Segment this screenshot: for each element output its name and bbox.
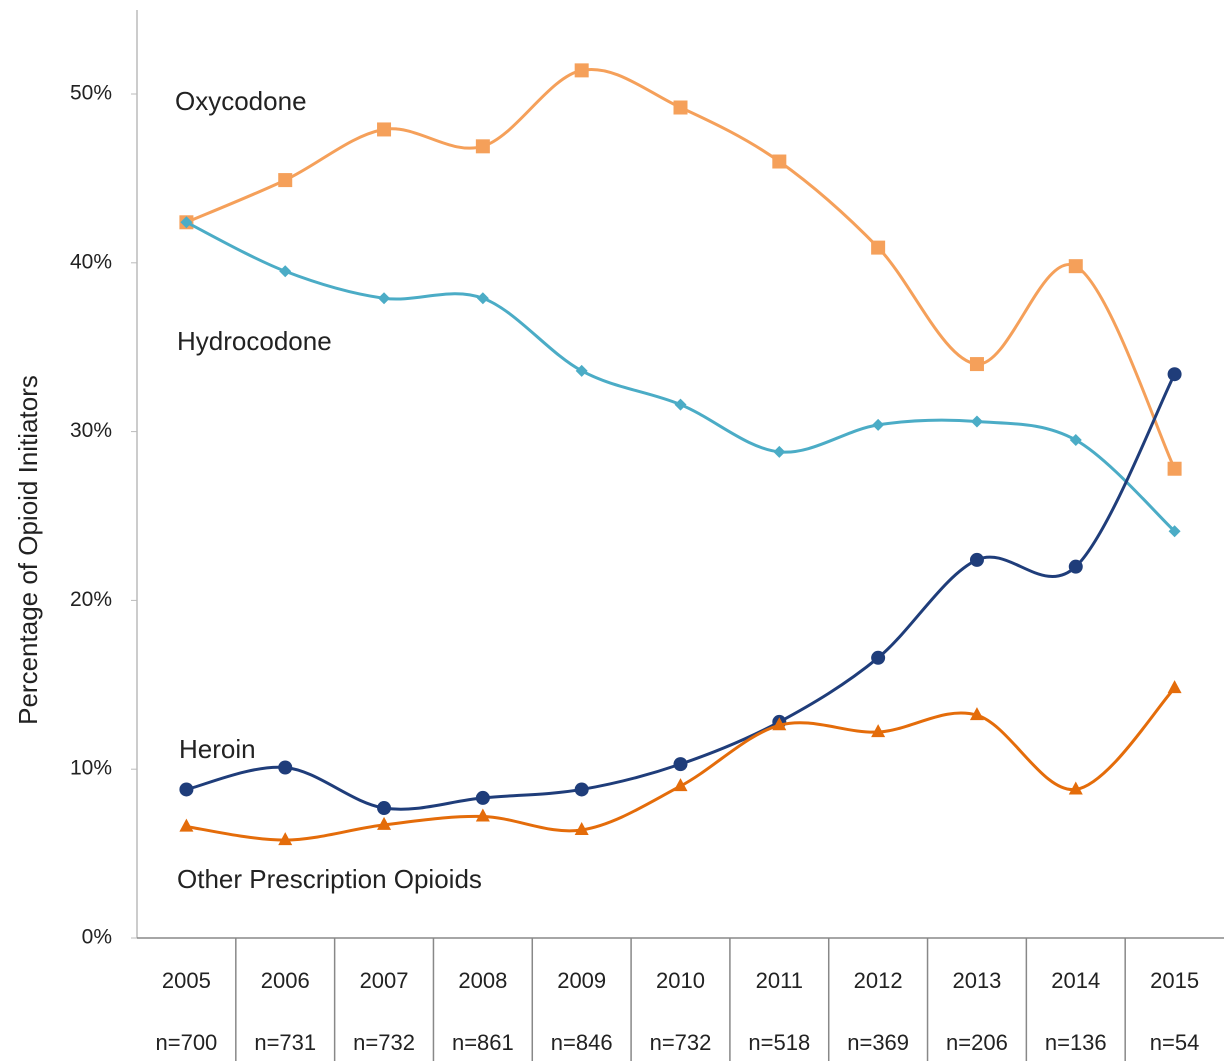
marker bbox=[674, 398, 687, 411]
sample-size: n=54 bbox=[1150, 1030, 1200, 1055]
marker bbox=[279, 265, 292, 278]
x-tick-label: 2010 bbox=[656, 968, 705, 993]
y-tick-label: 10% bbox=[70, 757, 112, 780]
marker bbox=[673, 778, 688, 792]
marker bbox=[1068, 259, 1083, 274]
series-label: Hydrocodone bbox=[177, 326, 332, 356]
marker bbox=[1167, 461, 1182, 476]
x-tick-label: 2015 bbox=[1150, 968, 1199, 993]
x-tick-label: 2011 bbox=[756, 968, 803, 993]
series-label: Other Prescription Opioids bbox=[177, 864, 482, 894]
marker bbox=[673, 757, 688, 772]
marker bbox=[475, 139, 490, 154]
x-tick-label: 2009 bbox=[557, 968, 606, 993]
y-tick-label: 0% bbox=[82, 926, 112, 949]
marker bbox=[574, 821, 589, 835]
marker bbox=[969, 357, 984, 372]
x-tick-label: 2006 bbox=[261, 968, 310, 993]
sample-size: n=369 bbox=[847, 1030, 909, 1055]
x-tick-label: 2007 bbox=[360, 968, 409, 993]
marker bbox=[871, 724, 886, 738]
sample-size: n=732 bbox=[353, 1030, 415, 1055]
marker bbox=[278, 760, 293, 775]
marker bbox=[179, 818, 194, 832]
marker bbox=[377, 801, 392, 816]
marker bbox=[377, 816, 392, 830]
marker bbox=[1068, 559, 1083, 574]
x-tick-label: 2012 bbox=[854, 968, 903, 993]
sample-size: n=136 bbox=[1045, 1030, 1107, 1055]
sample-size: n=861 bbox=[452, 1030, 514, 1055]
marker bbox=[1168, 525, 1181, 538]
marker bbox=[1069, 434, 1082, 447]
sample-size: n=206 bbox=[946, 1030, 1008, 1055]
marker bbox=[773, 445, 786, 458]
series-line bbox=[185, 67, 1176, 470]
marker bbox=[969, 552, 984, 567]
x-tick-label: 2013 bbox=[952, 968, 1001, 993]
y-tick-label: 40% bbox=[70, 250, 112, 273]
series-line bbox=[186, 373, 1176, 811]
x-tick-label: 2008 bbox=[458, 968, 507, 993]
marker bbox=[278, 173, 293, 188]
marker bbox=[1167, 367, 1182, 382]
marker bbox=[969, 707, 984, 721]
marker bbox=[180, 216, 193, 229]
marker bbox=[179, 782, 194, 797]
y-tick-label: 30% bbox=[70, 419, 112, 442]
marker bbox=[772, 154, 787, 169]
marker bbox=[574, 782, 589, 797]
marker bbox=[574, 63, 589, 78]
sample-size: n=518 bbox=[748, 1030, 810, 1055]
series-line bbox=[185, 220, 1176, 533]
sample-size: n=732 bbox=[650, 1030, 712, 1055]
series-label: Heroin bbox=[179, 734, 256, 764]
marker bbox=[772, 717, 787, 731]
marker bbox=[1068, 781, 1083, 795]
marker bbox=[1167, 680, 1182, 694]
marker bbox=[871, 240, 886, 255]
marker bbox=[970, 415, 983, 428]
series-line bbox=[186, 687, 1176, 842]
marker bbox=[871, 650, 886, 665]
marker bbox=[673, 100, 688, 115]
x-tick-label: 2014 bbox=[1051, 968, 1100, 993]
marker bbox=[475, 790, 490, 805]
sample-size: n=846 bbox=[551, 1030, 613, 1055]
sample-size: n=700 bbox=[156, 1030, 218, 1055]
marker bbox=[575, 364, 588, 377]
marker bbox=[378, 292, 391, 305]
marker bbox=[278, 832, 293, 846]
marker bbox=[377, 122, 392, 137]
marker bbox=[872, 418, 885, 431]
series-label: Oxycodone bbox=[175, 86, 307, 116]
x-tick-label: 2005 bbox=[162, 968, 211, 993]
y-tick-label: 50% bbox=[70, 82, 112, 105]
marker bbox=[476, 292, 489, 305]
y-axis-label: Percentage of Opioid Initiators bbox=[13, 375, 43, 725]
y-tick-label: 20% bbox=[70, 588, 112, 611]
marker bbox=[475, 808, 490, 822]
sample-size: n=731 bbox=[254, 1030, 316, 1055]
